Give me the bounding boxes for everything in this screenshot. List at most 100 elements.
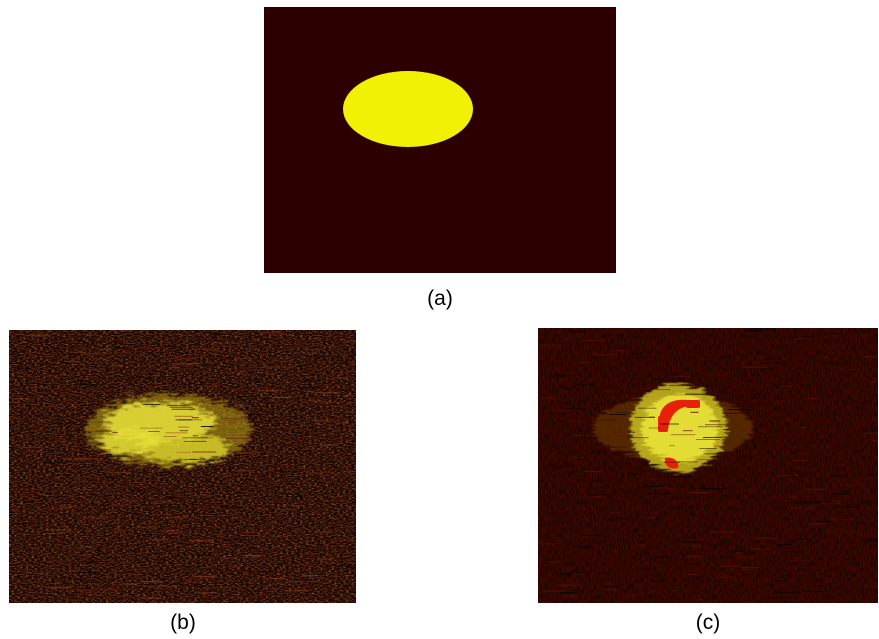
speckle-streak bbox=[57, 390, 80, 391]
speckle-streak bbox=[203, 350, 220, 351]
speckle-streak bbox=[297, 583, 314, 584]
speckle-streak bbox=[669, 445, 674, 446]
speckle-streak bbox=[806, 489, 825, 490]
speckle-streak bbox=[349, 549, 356, 550]
speckle-streak bbox=[720, 566, 741, 567]
speckle-streak bbox=[176, 452, 191, 453]
speckle-streak bbox=[71, 570, 81, 571]
speckle-streak bbox=[83, 436, 91, 437]
speckle-streak bbox=[581, 340, 605, 341]
speckle-streak bbox=[831, 519, 856, 520]
speckle-streak bbox=[639, 517, 656, 518]
speckle-streak bbox=[846, 504, 858, 505]
speckle-streak bbox=[251, 593, 273, 594]
speckle-streak bbox=[312, 420, 332, 421]
speckle-streak bbox=[573, 435, 599, 436]
speckle-streak bbox=[186, 508, 204, 509]
speckle-streak bbox=[54, 349, 66, 350]
speckle-streak bbox=[696, 439, 720, 440]
speckle-streak bbox=[260, 381, 277, 382]
speckle-streak bbox=[137, 368, 152, 369]
speckle-streak bbox=[312, 401, 336, 402]
speckle-streak bbox=[205, 386, 217, 387]
speckle-streak bbox=[870, 382, 879, 383]
speckle-streak bbox=[751, 541, 760, 542]
speckle-streak bbox=[129, 574, 137, 575]
speckle-streak bbox=[107, 472, 132, 473]
speckle-streak bbox=[351, 476, 356, 477]
speckle-streak bbox=[248, 535, 261, 536]
speckle-streak bbox=[755, 538, 778, 539]
speckle-streak bbox=[799, 427, 805, 428]
speckle-streak bbox=[547, 521, 572, 522]
speckle-streak bbox=[620, 594, 642, 595]
speckle-streak bbox=[227, 438, 251, 439]
speckle-streak bbox=[775, 502, 799, 503]
speckle-streak bbox=[166, 432, 188, 433]
speckle-streak bbox=[328, 557, 334, 558]
speckle-streak bbox=[762, 359, 770, 360]
speckle-streak bbox=[864, 356, 878, 357]
speckle-streak bbox=[682, 541, 707, 542]
speckle-streak bbox=[64, 361, 78, 362]
speckle-streak bbox=[576, 384, 592, 385]
speckle-streak bbox=[101, 590, 119, 591]
speckle-streak bbox=[570, 572, 590, 573]
speckle-streak bbox=[684, 352, 700, 353]
speckle-streak bbox=[270, 339, 281, 340]
speckle-streak bbox=[354, 529, 356, 530]
speckle-streak bbox=[25, 523, 35, 524]
speckle-streak bbox=[161, 532, 183, 533]
speckle-streak bbox=[599, 573, 610, 574]
speckle-streak bbox=[43, 463, 66, 464]
speckle-streak bbox=[709, 420, 720, 421]
speckle-streak bbox=[158, 485, 177, 486]
speckle-streak bbox=[809, 523, 828, 524]
speckle-streak bbox=[815, 509, 823, 510]
speckle-streak bbox=[571, 457, 583, 458]
speckle-streak bbox=[251, 557, 260, 558]
speckle-streak bbox=[827, 352, 842, 353]
speckle-streak bbox=[687, 556, 701, 557]
speckle-streak bbox=[590, 496, 605, 497]
speckle-streak bbox=[23, 342, 28, 343]
speckle-streak bbox=[692, 547, 706, 548]
speckle-streak bbox=[166, 530, 179, 531]
speckle-streak bbox=[794, 460, 807, 461]
speckle-streak bbox=[839, 464, 848, 465]
speckle-streak bbox=[84, 518, 108, 519]
speckle-streak bbox=[873, 502, 878, 503]
speckle-streak bbox=[146, 386, 153, 387]
speckle-streak bbox=[334, 540, 355, 541]
speckle-streak bbox=[237, 470, 255, 471]
speckle-streak bbox=[217, 429, 234, 430]
speckle-streak bbox=[791, 471, 805, 472]
speckle-streak bbox=[849, 371, 860, 372]
speckle-streak bbox=[203, 460, 214, 461]
speckle-streak bbox=[853, 407, 864, 408]
speckle-streak bbox=[766, 561, 776, 562]
speckle-streak bbox=[623, 534, 627, 535]
speckle-streak bbox=[140, 428, 163, 429]
speckle-streak bbox=[346, 471, 356, 472]
speckle-streak bbox=[660, 424, 679, 425]
speckle-streak bbox=[17, 369, 37, 370]
speckle-streak bbox=[89, 369, 95, 370]
speckle-streak bbox=[740, 336, 758, 337]
speckle-streak bbox=[317, 421, 322, 422]
speckle-streak bbox=[98, 515, 109, 516]
speckle-streak bbox=[856, 415, 862, 416]
speckle-streak bbox=[791, 560, 809, 561]
speckle-streak bbox=[717, 584, 727, 585]
speckle-streak bbox=[280, 596, 290, 597]
speckle-streak bbox=[293, 579, 309, 580]
speckle-streak bbox=[703, 453, 721, 454]
speckle-streak bbox=[48, 340, 62, 341]
speckle-streak bbox=[628, 437, 649, 438]
speckle-streak bbox=[323, 546, 335, 547]
speckle-streak bbox=[56, 423, 73, 424]
speckle-streak bbox=[557, 581, 580, 582]
speckle-streak bbox=[284, 505, 300, 506]
speckle-streak bbox=[236, 396, 251, 397]
speckle-streak bbox=[804, 442, 820, 443]
